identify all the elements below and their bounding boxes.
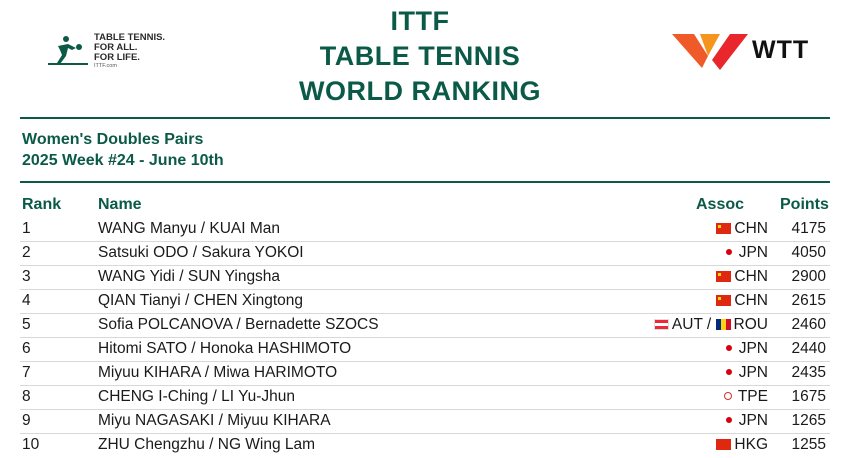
assoc-cell: HKG [716,436,768,454]
rank-cell: 4 [22,292,31,309]
name-cell: ZHU Chengzhu / NG Wing Lam [98,436,316,453]
header-divider [20,117,830,119]
ro-flag-icon [715,319,731,330]
points-cell: 1675 [791,388,826,405]
points-cell: 2900 [791,268,826,285]
assoc-code: ROU [733,316,768,333]
ittf-tagline-line: FOR ALL. [94,42,138,53]
ittf-tagline-line: TABLE TENNIS. [94,32,166,43]
page-title: ITTF TABLE TENNIS WORLD RANKING [240,4,600,109]
cn-flag-icon [716,223,732,234]
hk-flag-icon [716,439,732,450]
ranking-category: Women's Doubles Pairs [22,131,204,148]
ittf-url: ITTF.com [94,63,117,69]
subtitle-divider [20,181,830,183]
points-cell: 4175 [791,220,826,237]
name-cell: Miyuu KIHARA / Miwa HARIMOTO [98,364,338,381]
points-cell: 2615 [791,292,826,309]
rank-cell: 3 [22,268,31,285]
assoc-code: JPN [738,340,768,357]
assoc-cell: JPN [725,412,768,430]
rank-cell: 10 [22,436,40,453]
ittf-tagline-line: FOR LIFE. [94,52,140,63]
title-line-table-tennis: TABLE TENNIS [319,41,521,71]
assoc-code: CHN [734,292,768,309]
jp-flag-icon [725,249,732,255]
ranking-week: 2025 Week #24 - June 10th [22,152,224,169]
title-line-ittf: ITTF [390,6,450,36]
table-row: 9 Miyu NAGASAKI / Miyuu KIHARA JPN 1265 [20,409,830,434]
rank-cell: 7 [22,364,31,381]
rank-cell: 9 [22,412,31,429]
name-cell: Satsuki ODO / Sakura YOKOI [98,244,304,261]
assoc-code: JPN [738,412,768,429]
rank-cell: 1 [22,220,31,237]
column-header-assoc: Assoc [696,196,745,213]
rank-cell: 8 [22,388,31,405]
ittf-player-icon [48,36,88,65]
points-cell: 1265 [791,412,826,429]
assoc-cell: TPE [723,388,768,406]
title-line-world-ranking: WORLD RANKING [299,76,541,106]
points-cell: 2440 [791,340,826,357]
table-row: 5 Sofia POLCANOVA / Bernadette SZOCS AUT… [20,313,830,338]
points-cell: 1255 [791,436,826,453]
table-row: 4 QIAN Tianyi / CHEN Xingtong CHN 2615 [20,289,830,314]
cn-flag-icon [716,271,732,282]
column-header-name: Name [98,196,142,213]
cn-flag-icon [716,295,732,306]
assoc-code: JPN [738,364,768,381]
tpe-flag-icon [723,392,732,400]
table-row: 7 Miyuu KIHARA / Miwa HARIMOTO JPN 2435 [20,361,830,386]
at-flag-icon [653,319,669,330]
table-row: 8 CHENG I-Ching / LI Yu-Jhun TPE 1675 [20,385,830,410]
name-cell: Sofia POLCANOVA / Bernadette SZOCS [98,316,379,333]
assoc-code: AUT / [671,316,716,333]
assoc-cell: AUT / ROU [653,316,768,334]
wtt-w-icon [672,34,748,70]
table-row: 6 Hitomi SATO / Honoka HASHIMOTO JPN 244… [20,337,830,362]
name-cell: CHENG I-Ching / LI Yu-Jhun [98,388,295,405]
assoc-code: TPE [737,388,768,405]
assoc-cell: JPN [725,364,768,382]
wtt-wordmark: WTT [752,36,810,64]
table-row: 3 WANG Yidi / SUN Yingsha CHN 2900 [20,265,830,290]
table-row: 1 WANG Manyu / KUAI Man CHN 4175 [20,217,830,242]
jp-flag-icon [725,417,732,423]
assoc-code: HKG [734,436,768,453]
ittf-logo: TABLE TENNIS. FOR ALL. FOR LIFE. ITTF.co… [46,30,186,72]
points-cell: 2460 [791,316,826,333]
column-header-rank: Rank [22,196,62,213]
name-cell: WANG Manyu / KUAI Man [98,220,281,237]
ittf-tagline: TABLE TENNIS. FOR ALL. FOR LIFE. [94,33,165,63]
assoc-cell: JPN [725,244,768,262]
assoc-code: CHN [734,268,768,285]
points-cell: 4050 [791,244,826,261]
jp-flag-icon [725,369,732,375]
assoc-cell: CHN [716,268,768,286]
table-row: 2 Satsuki ODO / Sakura YOKOI JPN 4050 [20,241,830,266]
name-cell: Hitomi SATO / Honoka HASHIMOTO [98,340,352,357]
assoc-code: CHN [734,220,768,237]
assoc-cell: CHN [716,220,768,238]
table-row: 10 ZHU Chengzhu / NG Wing Lam HKG 1255 [20,433,830,457]
assoc-code: JPN [738,244,768,261]
points-cell: 2435 [791,364,826,381]
rank-cell: 5 [22,316,31,333]
assoc-cell: JPN [725,340,768,358]
column-header-points: Points [780,196,829,213]
jp-flag-icon [725,345,732,351]
rank-cell: 6 [22,340,31,357]
assoc-cell: CHN [716,292,768,310]
wtt-logo: WTT [672,32,832,72]
rank-cell: 2 [22,244,31,261]
name-cell: Miyu NAGASAKI / Miyuu KIHARA [98,412,331,429]
name-cell: WANG Yidi / SUN Yingsha [98,268,281,285]
name-cell: QIAN Tianyi / CHEN Xingtong [98,292,304,309]
